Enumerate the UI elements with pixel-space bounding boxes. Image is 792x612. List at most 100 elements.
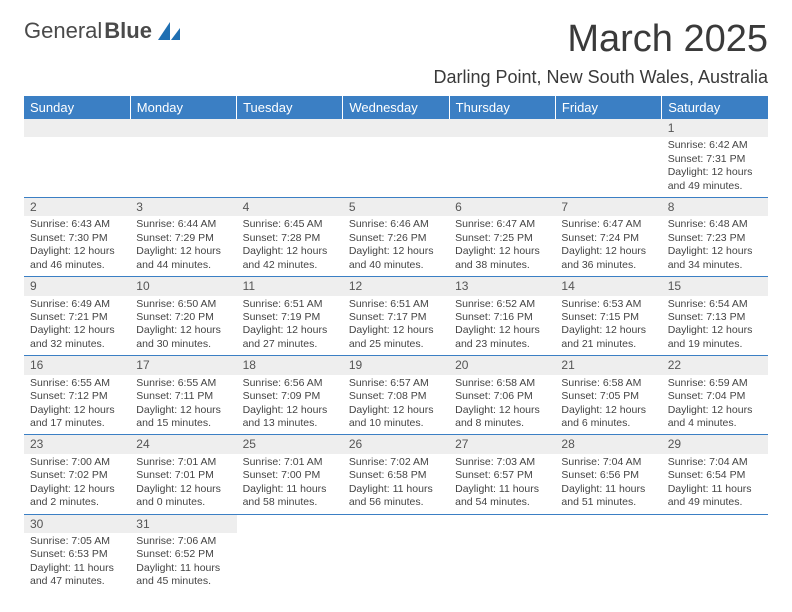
day-number: 12: [343, 277, 449, 295]
day-number: 9: [24, 277, 130, 295]
day-cell: 20Sunrise: 6:58 AMSunset: 7:06 PMDayligh…: [449, 356, 555, 435]
day-details: Sunrise: 7:04 AMSunset: 6:56 PMDaylight:…: [555, 454, 661, 514]
week-row: 30Sunrise: 7:05 AMSunset: 6:53 PMDayligh…: [24, 514, 768, 593]
day-cell: 1Sunrise: 6:42 AMSunset: 7:31 PMDaylight…: [662, 119, 768, 198]
day-number: 31: [130, 515, 236, 533]
day-cell: 17Sunrise: 6:55 AMSunset: 7:11 PMDayligh…: [130, 356, 236, 435]
day-details: Sunrise: 6:44 AMSunset: 7:29 PMDaylight:…: [130, 216, 236, 276]
day-cell: 2Sunrise: 6:43 AMSunset: 7:30 PMDaylight…: [24, 198, 130, 277]
day-cell: [449, 119, 555, 198]
day-number: 23: [24, 435, 130, 453]
day-cell: 16Sunrise: 6:55 AMSunset: 7:12 PMDayligh…: [24, 356, 130, 435]
day-details: Sunrise: 6:47 AMSunset: 7:25 PMDaylight:…: [449, 216, 555, 276]
day-number: 28: [555, 435, 661, 453]
day-header-row: SundayMondayTuesdayWednesdayThursdayFrid…: [24, 96, 768, 119]
day-details: Sunrise: 7:04 AMSunset: 6:54 PMDaylight:…: [662, 454, 768, 514]
sail-icon: [156, 20, 182, 42]
day-details: Sunrise: 6:55 AMSunset: 7:11 PMDaylight:…: [130, 375, 236, 435]
day-cell: [449, 514, 555, 593]
day-cell: 19Sunrise: 6:57 AMSunset: 7:08 PMDayligh…: [343, 356, 449, 435]
brand-part1: General: [24, 18, 102, 44]
day-details: Sunrise: 6:53 AMSunset: 7:15 PMDaylight:…: [555, 296, 661, 356]
day-number: 15: [662, 277, 768, 295]
brand-part2: Blue: [104, 18, 152, 44]
day-details: Sunrise: 6:51 AMSunset: 7:19 PMDaylight:…: [237, 296, 343, 356]
day-cell: [555, 119, 661, 198]
day-number: 18: [237, 356, 343, 374]
day-details: Sunrise: 6:46 AMSunset: 7:26 PMDaylight:…: [343, 216, 449, 276]
day-cell: [237, 514, 343, 593]
day-cell: [662, 514, 768, 593]
day-details: Sunrise: 7:02 AMSunset: 6:58 PMDaylight:…: [343, 454, 449, 514]
day-details: Sunrise: 6:48 AMSunset: 7:23 PMDaylight:…: [662, 216, 768, 276]
day-cell: 7Sunrise: 6:47 AMSunset: 7:24 PMDaylight…: [555, 198, 661, 277]
day-details: Sunrise: 6:55 AMSunset: 7:12 PMDaylight:…: [24, 375, 130, 435]
day-details: Sunrise: 7:03 AMSunset: 6:57 PMDaylight:…: [449, 454, 555, 514]
day-number: 30: [24, 515, 130, 533]
day-details: Sunrise: 6:57 AMSunset: 7:08 PMDaylight:…: [343, 375, 449, 435]
day-details: Sunrise: 6:51 AMSunset: 7:17 PMDaylight:…: [343, 296, 449, 356]
day-details: Sunrise: 6:59 AMSunset: 7:04 PMDaylight:…: [662, 375, 768, 435]
week-row: 16Sunrise: 6:55 AMSunset: 7:12 PMDayligh…: [24, 356, 768, 435]
day-number: 1: [662, 119, 768, 137]
day-number: 21: [555, 356, 661, 374]
day-cell: 10Sunrise: 6:50 AMSunset: 7:20 PMDayligh…: [130, 277, 236, 356]
day-details: Sunrise: 6:47 AMSunset: 7:24 PMDaylight:…: [555, 216, 661, 276]
day-number: 11: [237, 277, 343, 295]
day-details: Sunrise: 6:56 AMSunset: 7:09 PMDaylight:…: [237, 375, 343, 435]
day-number: 14: [555, 277, 661, 295]
day-details: Sunrise: 6:58 AMSunset: 7:05 PMDaylight:…: [555, 375, 661, 435]
day-cell: 9Sunrise: 6:49 AMSunset: 7:21 PMDaylight…: [24, 277, 130, 356]
day-number: 25: [237, 435, 343, 453]
day-cell: 29Sunrise: 7:04 AMSunset: 6:54 PMDayligh…: [662, 435, 768, 514]
day-number: 7: [555, 198, 661, 216]
day-number: 26: [343, 435, 449, 453]
day-cell: 24Sunrise: 7:01 AMSunset: 7:01 PMDayligh…: [130, 435, 236, 514]
day-number: 4: [237, 198, 343, 216]
day-number: 6: [449, 198, 555, 216]
day-cell: 15Sunrise: 6:54 AMSunset: 7:13 PMDayligh…: [662, 277, 768, 356]
day-cell: [343, 514, 449, 593]
day-header: Wednesday: [343, 96, 449, 119]
day-details: Sunrise: 6:58 AMSunset: 7:06 PMDaylight:…: [449, 375, 555, 435]
day-cell: 13Sunrise: 6:52 AMSunset: 7:16 PMDayligh…: [449, 277, 555, 356]
day-cell: 27Sunrise: 7:03 AMSunset: 6:57 PMDayligh…: [449, 435, 555, 514]
day-details: Sunrise: 6:42 AMSunset: 7:31 PMDaylight:…: [662, 137, 768, 197]
day-cell: 31Sunrise: 7:06 AMSunset: 6:52 PMDayligh…: [130, 514, 236, 593]
day-cell: [237, 119, 343, 198]
day-header: Monday: [130, 96, 236, 119]
day-number: 3: [130, 198, 236, 216]
month-title: March 2025: [434, 18, 769, 61]
day-cell: 5Sunrise: 6:46 AMSunset: 7:26 PMDaylight…: [343, 198, 449, 277]
day-number: 29: [662, 435, 768, 453]
day-cell: 6Sunrise: 6:47 AMSunset: 7:25 PMDaylight…: [449, 198, 555, 277]
day-details: Sunrise: 6:52 AMSunset: 7:16 PMDaylight:…: [449, 296, 555, 356]
day-number: 17: [130, 356, 236, 374]
day-cell: 26Sunrise: 7:02 AMSunset: 6:58 PMDayligh…: [343, 435, 449, 514]
day-cell: [555, 514, 661, 593]
day-cell: 8Sunrise: 6:48 AMSunset: 7:23 PMDaylight…: [662, 198, 768, 277]
day-number: 20: [449, 356, 555, 374]
day-number: 16: [24, 356, 130, 374]
day-number: 27: [449, 435, 555, 453]
location-subtitle: Darling Point, New South Wales, Australi…: [434, 67, 769, 88]
day-details: Sunrise: 6:43 AMSunset: 7:30 PMDaylight:…: [24, 216, 130, 276]
day-number: 24: [130, 435, 236, 453]
day-cell: 30Sunrise: 7:05 AMSunset: 6:53 PMDayligh…: [24, 514, 130, 593]
week-row: 9Sunrise: 6:49 AMSunset: 7:21 PMDaylight…: [24, 277, 768, 356]
day-details: Sunrise: 7:05 AMSunset: 6:53 PMDaylight:…: [24, 533, 130, 593]
day-cell: 18Sunrise: 6:56 AMSunset: 7:09 PMDayligh…: [237, 356, 343, 435]
day-header: Thursday: [449, 96, 555, 119]
day-cell: [24, 119, 130, 198]
day-details: Sunrise: 7:06 AMSunset: 6:52 PMDaylight:…: [130, 533, 236, 593]
week-row: 1Sunrise: 6:42 AMSunset: 7:31 PMDaylight…: [24, 119, 768, 198]
day-cell: 12Sunrise: 6:51 AMSunset: 7:17 PMDayligh…: [343, 277, 449, 356]
day-cell: 23Sunrise: 7:00 AMSunset: 7:02 PMDayligh…: [24, 435, 130, 514]
day-number: 5: [343, 198, 449, 216]
day-header: Saturday: [662, 96, 768, 119]
day-cell: 3Sunrise: 6:44 AMSunset: 7:29 PMDaylight…: [130, 198, 236, 277]
day-cell: 11Sunrise: 6:51 AMSunset: 7:19 PMDayligh…: [237, 277, 343, 356]
day-number: 2: [24, 198, 130, 216]
day-number: 19: [343, 356, 449, 374]
day-details: Sunrise: 6:49 AMSunset: 7:21 PMDaylight:…: [24, 296, 130, 356]
